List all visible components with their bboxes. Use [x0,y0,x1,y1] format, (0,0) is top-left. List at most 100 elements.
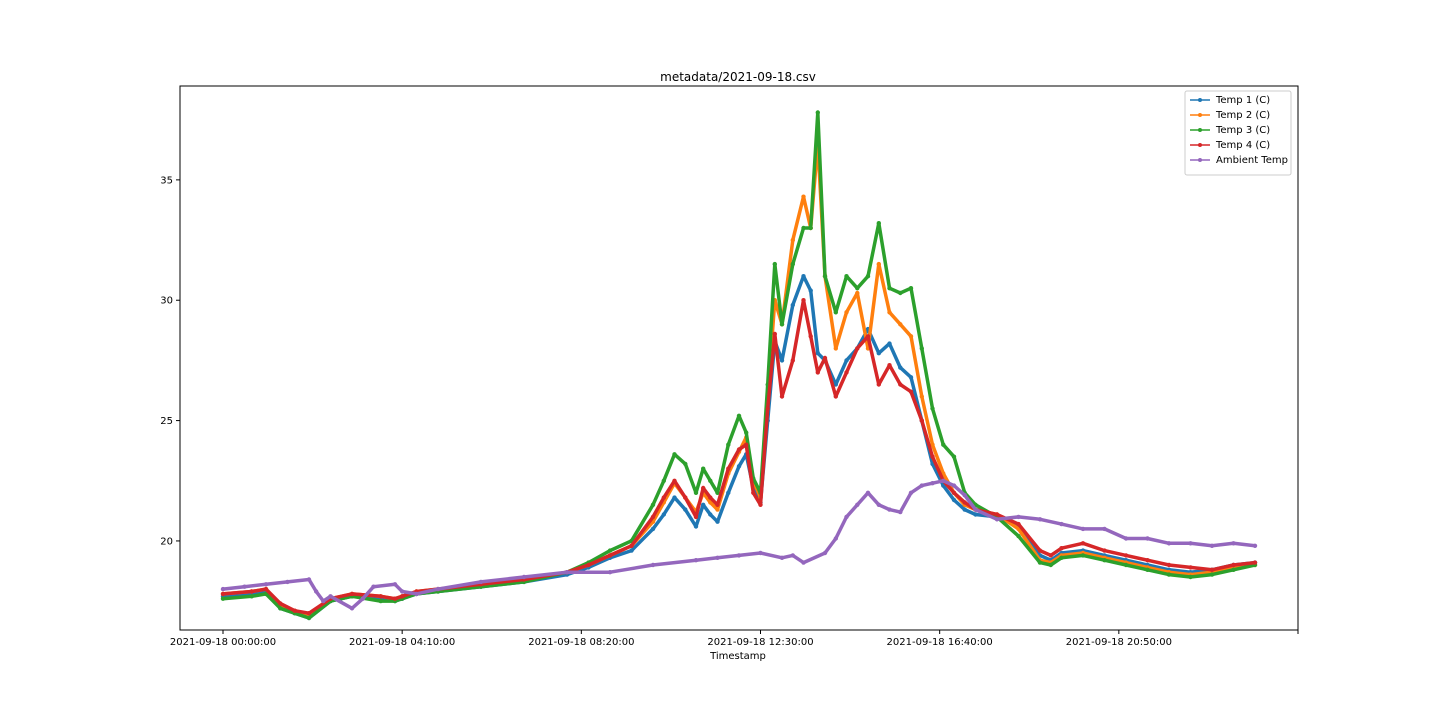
data-point [708,512,713,517]
data-point [919,483,924,488]
data-point [930,406,935,411]
x-axis: 2021-09-18 00:00:00 2021-09-18 04:10:00 20… [170,630,1299,648]
data-point [220,586,226,592]
data-point [962,507,967,512]
data-point [478,579,484,585]
data-point [736,413,742,418]
data-point [1037,517,1043,522]
data-point [898,365,903,370]
data-point [715,507,720,512]
data-point [790,302,795,308]
data-point [1231,562,1236,568]
data-point [263,586,269,592]
legend-label: Temp 4 (C) [1215,140,1270,151]
data-point [650,514,656,520]
data-point [1166,562,1172,568]
legend-box [1184,90,1292,176]
data-point [919,346,924,351]
data-point [1252,560,1258,565]
data-point [765,406,770,411]
data-point [1231,541,1236,546]
data-point [435,586,441,592]
data-point [908,490,914,495]
data-point [887,310,892,315]
y-tick-label: 35 [160,175,173,186]
data-point [715,555,720,560]
x-tick-label: 2021-09-18 12:30:00 [707,637,813,648]
data-point [876,221,881,226]
data-point [263,582,269,587]
data-point [1059,521,1064,527]
data-point [693,524,699,529]
data-point [349,591,355,597]
data-point [242,584,247,589]
data-point [1016,521,1021,527]
data-point [1123,553,1129,558]
data-point [779,555,785,560]
data-point [790,358,795,363]
data-point [951,454,957,459]
data-point [815,351,820,356]
data-point [908,334,914,339]
data-point [962,500,967,505]
data-point [1037,560,1043,565]
data-point [400,594,405,599]
data-point [708,478,713,483]
series-3 [220,110,1258,621]
data-point [1037,548,1043,553]
data-point [898,322,903,327]
data-point [758,502,763,507]
data-point [1209,572,1215,577]
data-point [951,483,957,488]
data-point [994,517,1000,522]
data-point [962,493,967,498]
legend-item: Temp 4 (C) [1190,140,1270,151]
data-point [672,452,677,457]
data-point [392,596,398,601]
legend-label: Ambient Temp [1216,155,1288,166]
data-point [1102,526,1107,532]
legend-item: Temp 2 (C) [1190,110,1270,121]
data-point [1059,546,1064,551]
data-point [220,591,226,597]
data-point [715,490,720,495]
legend-label: Temp 1 (C) [1215,95,1270,106]
data-point [1080,541,1086,546]
data-point [930,454,935,459]
data-point [908,389,914,394]
legend-swatch-marker [1198,158,1202,162]
legend-swatch-marker [1198,143,1202,147]
data-point [808,225,813,231]
data-point [973,512,978,517]
series-layer [220,110,1258,621]
data-point [683,495,688,500]
data-point [887,507,892,512]
x-tick-label: 2021-09-18 08:20:00 [528,637,634,648]
data-point [220,596,226,601]
data-point [1145,567,1150,572]
data-point [378,598,383,604]
data-point [278,601,283,606]
data-point [736,447,742,452]
data-point [833,394,838,399]
data-point [758,550,763,556]
data-point [321,598,326,604]
data-point [887,363,892,368]
data-point [973,507,978,512]
data-point [1102,558,1107,563]
data-point [607,570,613,575]
data-point [801,560,806,565]
data-point [1080,553,1086,558]
data-point [263,591,269,597]
data-point [306,611,312,616]
legend-label: Temp 3 (C) [1215,125,1270,136]
data-point [726,466,731,471]
data-point [661,512,666,517]
data-point [876,261,881,267]
data-point [378,594,383,599]
data-point [693,558,699,563]
data-point [751,490,756,495]
data-point [808,288,813,293]
data-point [801,225,806,231]
data-point [908,286,914,291]
